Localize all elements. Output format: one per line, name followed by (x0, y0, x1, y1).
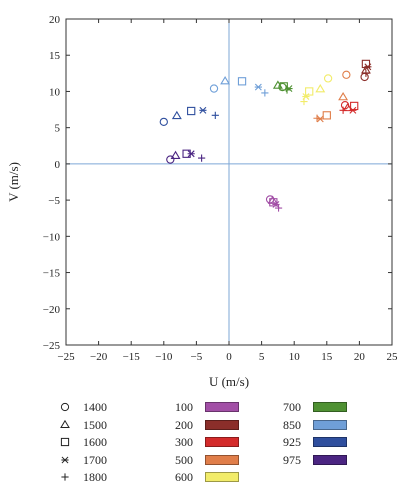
marker-square (322, 111, 331, 120)
marker-asterisk (187, 150, 195, 158)
marker-triangle (338, 91, 349, 101)
x-axis: −25 −20 −15 −10 −5 0 5 10 15 20 25 (57, 19, 398, 363)
marker-plus (198, 154, 206, 162)
y-tick-label: 0 (55, 159, 61, 171)
x-tick-label: −15 (123, 351, 141, 363)
marker-triangle (267, 195, 278, 204)
marker-asterisk (316, 115, 324, 123)
marker-triangle (220, 76, 231, 85)
marker-triangle (170, 150, 181, 159)
y-tick-label: −5 (48, 195, 60, 207)
marker-plus (211, 111, 219, 119)
marker-plus (362, 69, 370, 77)
x-tick-label: 10 (289, 351, 301, 363)
y-tick-label: −10 (43, 231, 61, 243)
marker-plus (274, 204, 283, 212)
marker-square (361, 59, 371, 69)
marker-asterisk (364, 63, 372, 71)
x-tick-label: −25 (57, 351, 75, 363)
marker-circle (209, 84, 219, 93)
x-tick-label: 25 (387, 351, 399, 363)
marker-circle (159, 117, 168, 127)
y-tick-label: −15 (43, 268, 61, 280)
marker-plus (261, 89, 269, 97)
marker-triangle (342, 102, 353, 112)
x-tick-label: 20 (354, 351, 366, 363)
marker-circle (323, 74, 333, 83)
y-tick-label: 20 (49, 14, 61, 26)
marker-square (305, 87, 314, 96)
marker-asterisk (285, 85, 293, 92)
zero-lines (66, 19, 392, 345)
x-tick-label: −5 (191, 351, 203, 363)
marker-plus (300, 97, 308, 106)
data-markers (159, 59, 372, 212)
marker-plus (339, 106, 347, 114)
x-tick-label: −20 (90, 351, 108, 363)
marker-triangle (171, 110, 182, 120)
x-tick-label: 0 (226, 351, 232, 363)
marker-square (187, 106, 196, 116)
x-tick-label: −10 (155, 351, 173, 363)
marker-square (269, 198, 278, 207)
x-tick-label: 15 (321, 351, 333, 363)
y-axis-label: V (m/s) (6, 162, 21, 202)
marker-asterisk (272, 201, 280, 208)
marker-plus (313, 114, 321, 122)
marker-circle (166, 155, 175, 164)
marker-circle (342, 70, 351, 79)
y-tick-label: 5 (55, 123, 61, 135)
y-axis: 20 15 10 5 0 −5 −10 −15 −20 −25 (43, 14, 392, 352)
y-tick-label: −25 (43, 340, 61, 352)
y-tick-label: 10 (49, 86, 61, 98)
x-tick-label: 5 (259, 351, 265, 363)
marker-circle (278, 82, 287, 92)
marker-asterisk (254, 83, 262, 91)
x-axis-label: U (m/s) (209, 374, 249, 389)
marker-circle (360, 72, 369, 82)
marker-triangle (315, 83, 326, 93)
marker-plus (283, 86, 291, 94)
y-tick-label: 15 (49, 50, 61, 62)
marker-asterisk (349, 106, 357, 114)
marker-asterisk (199, 106, 207, 114)
marker-square (237, 77, 247, 86)
y-tick-label: −20 (43, 304, 61, 316)
